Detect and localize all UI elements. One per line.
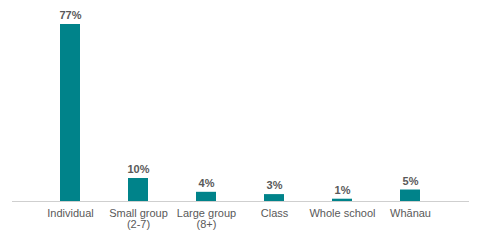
svg-text:3%: 3% — [267, 179, 283, 191]
svg-text:Individual: Individual — [47, 207, 93, 219]
svg-text:Class: Class — [261, 207, 289, 219]
svg-text:10%: 10% — [127, 163, 149, 175]
svg-text:Whole school: Whole school — [309, 207, 375, 219]
svg-text:Small group(2-7): Small group(2-7) — [109, 207, 168, 230]
svg-text:77%: 77% — [59, 9, 81, 21]
svg-text:4%: 4% — [199, 177, 215, 189]
svg-text:5%: 5% — [403, 175, 419, 187]
svg-text:1%: 1% — [335, 184, 351, 196]
svg-text:Large group(8+): Large group(8+) — [177, 207, 236, 230]
svg-text:Whānau: Whānau — [390, 207, 431, 219]
